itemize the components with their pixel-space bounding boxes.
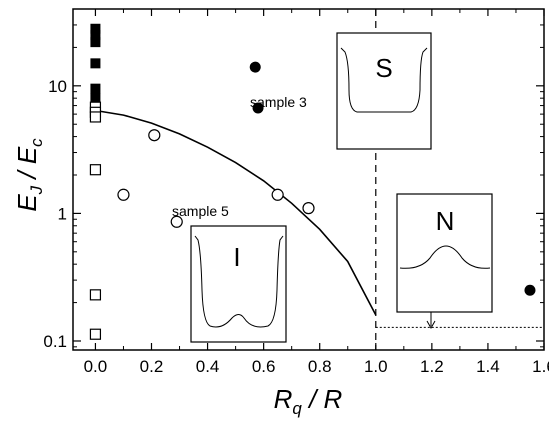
inset-s-label: S bbox=[375, 53, 392, 83]
open-square-point bbox=[89, 164, 102, 176]
annotation-sample-5: sample 5 bbox=[172, 203, 229, 219]
inset-s: S bbox=[336, 32, 432, 150]
y-axis-label-mid: / E bbox=[12, 146, 42, 186]
open-square-point bbox=[89, 111, 102, 123]
x-tick-label: 1.6 bbox=[532, 357, 549, 376]
x-tick-label: 1.0 bbox=[364, 357, 388, 376]
y-axis-label: EJ / Ec bbox=[12, 138, 46, 212]
x-tick-label: 0.4 bbox=[196, 357, 220, 376]
inset-i-label: I bbox=[233, 242, 240, 272]
x-tick-label: 0.8 bbox=[308, 357, 332, 376]
fit-curve bbox=[95, 109, 377, 316]
y-axis-label-sub1: J bbox=[27, 185, 46, 195]
inset-i: I bbox=[190, 225, 287, 343]
filled-circle-point bbox=[252, 102, 264, 114]
filled-circle-point bbox=[249, 61, 261, 73]
y-tick-label: 0.1 bbox=[43, 332, 67, 351]
inset-n-label: N bbox=[436, 206, 455, 236]
n-pointer-arrowhead bbox=[426, 320, 436, 330]
open-circle-point bbox=[117, 188, 130, 201]
inset-n-frame bbox=[396, 193, 493, 313]
x-tick-label: 0.2 bbox=[140, 357, 164, 376]
x-tick-label: 0.6 bbox=[252, 357, 276, 376]
x-axis-label-tail: / R bbox=[302, 384, 342, 414]
filled-square-point bbox=[90, 93, 101, 104]
fit-curve-layer bbox=[95, 109, 377, 316]
y-tick-label: 1 bbox=[58, 204, 67, 223]
y-axis-label-sub2: c bbox=[27, 138, 46, 147]
inset-s-frame bbox=[336, 32, 432, 150]
marker-layer bbox=[89, 23, 536, 340]
inset-n: N bbox=[396, 193, 493, 330]
x-tick-label: 0.0 bbox=[84, 357, 108, 376]
filled-square-point bbox=[90, 37, 101, 48]
filled-square-point bbox=[90, 30, 101, 41]
filled-circle-point bbox=[524, 284, 536, 296]
filled-square-point bbox=[90, 58, 101, 69]
open-circle-point bbox=[170, 215, 183, 228]
x-tick-label: 1.2 bbox=[420, 357, 444, 376]
y-axis-label-main: E bbox=[12, 194, 42, 212]
plot-frame bbox=[72, 8, 545, 351]
reference-lines bbox=[375, 9, 544, 350]
x-axis-label: Rq / R bbox=[274, 384, 343, 418]
x-axis-label-main: R bbox=[274, 384, 293, 414]
x-tick-label: 1.4 bbox=[476, 357, 500, 376]
open-circle-point bbox=[302, 202, 315, 215]
open-circle-point bbox=[271, 188, 284, 201]
open-square-point bbox=[89, 289, 102, 301]
tick-layer: 0.0 0.2 0.4 0.6 0.8 1.0 1.2 1.4 1.6 0.1 1 10 bbox=[43, 9, 549, 376]
inset-n-curve bbox=[399, 245, 491, 269]
open-circle-point bbox=[148, 129, 161, 142]
x-axis-label-sub: q bbox=[292, 399, 302, 418]
open-square-point bbox=[89, 328, 102, 340]
inset-s-curve bbox=[340, 47, 428, 113]
filled-square-point bbox=[90, 83, 101, 94]
y-tick-label: 10 bbox=[48, 77, 67, 96]
filled-square-point bbox=[90, 23, 101, 34]
inset-i-curve bbox=[194, 235, 284, 328]
annotation-sample-3: sample 3 bbox=[250, 94, 307, 110]
